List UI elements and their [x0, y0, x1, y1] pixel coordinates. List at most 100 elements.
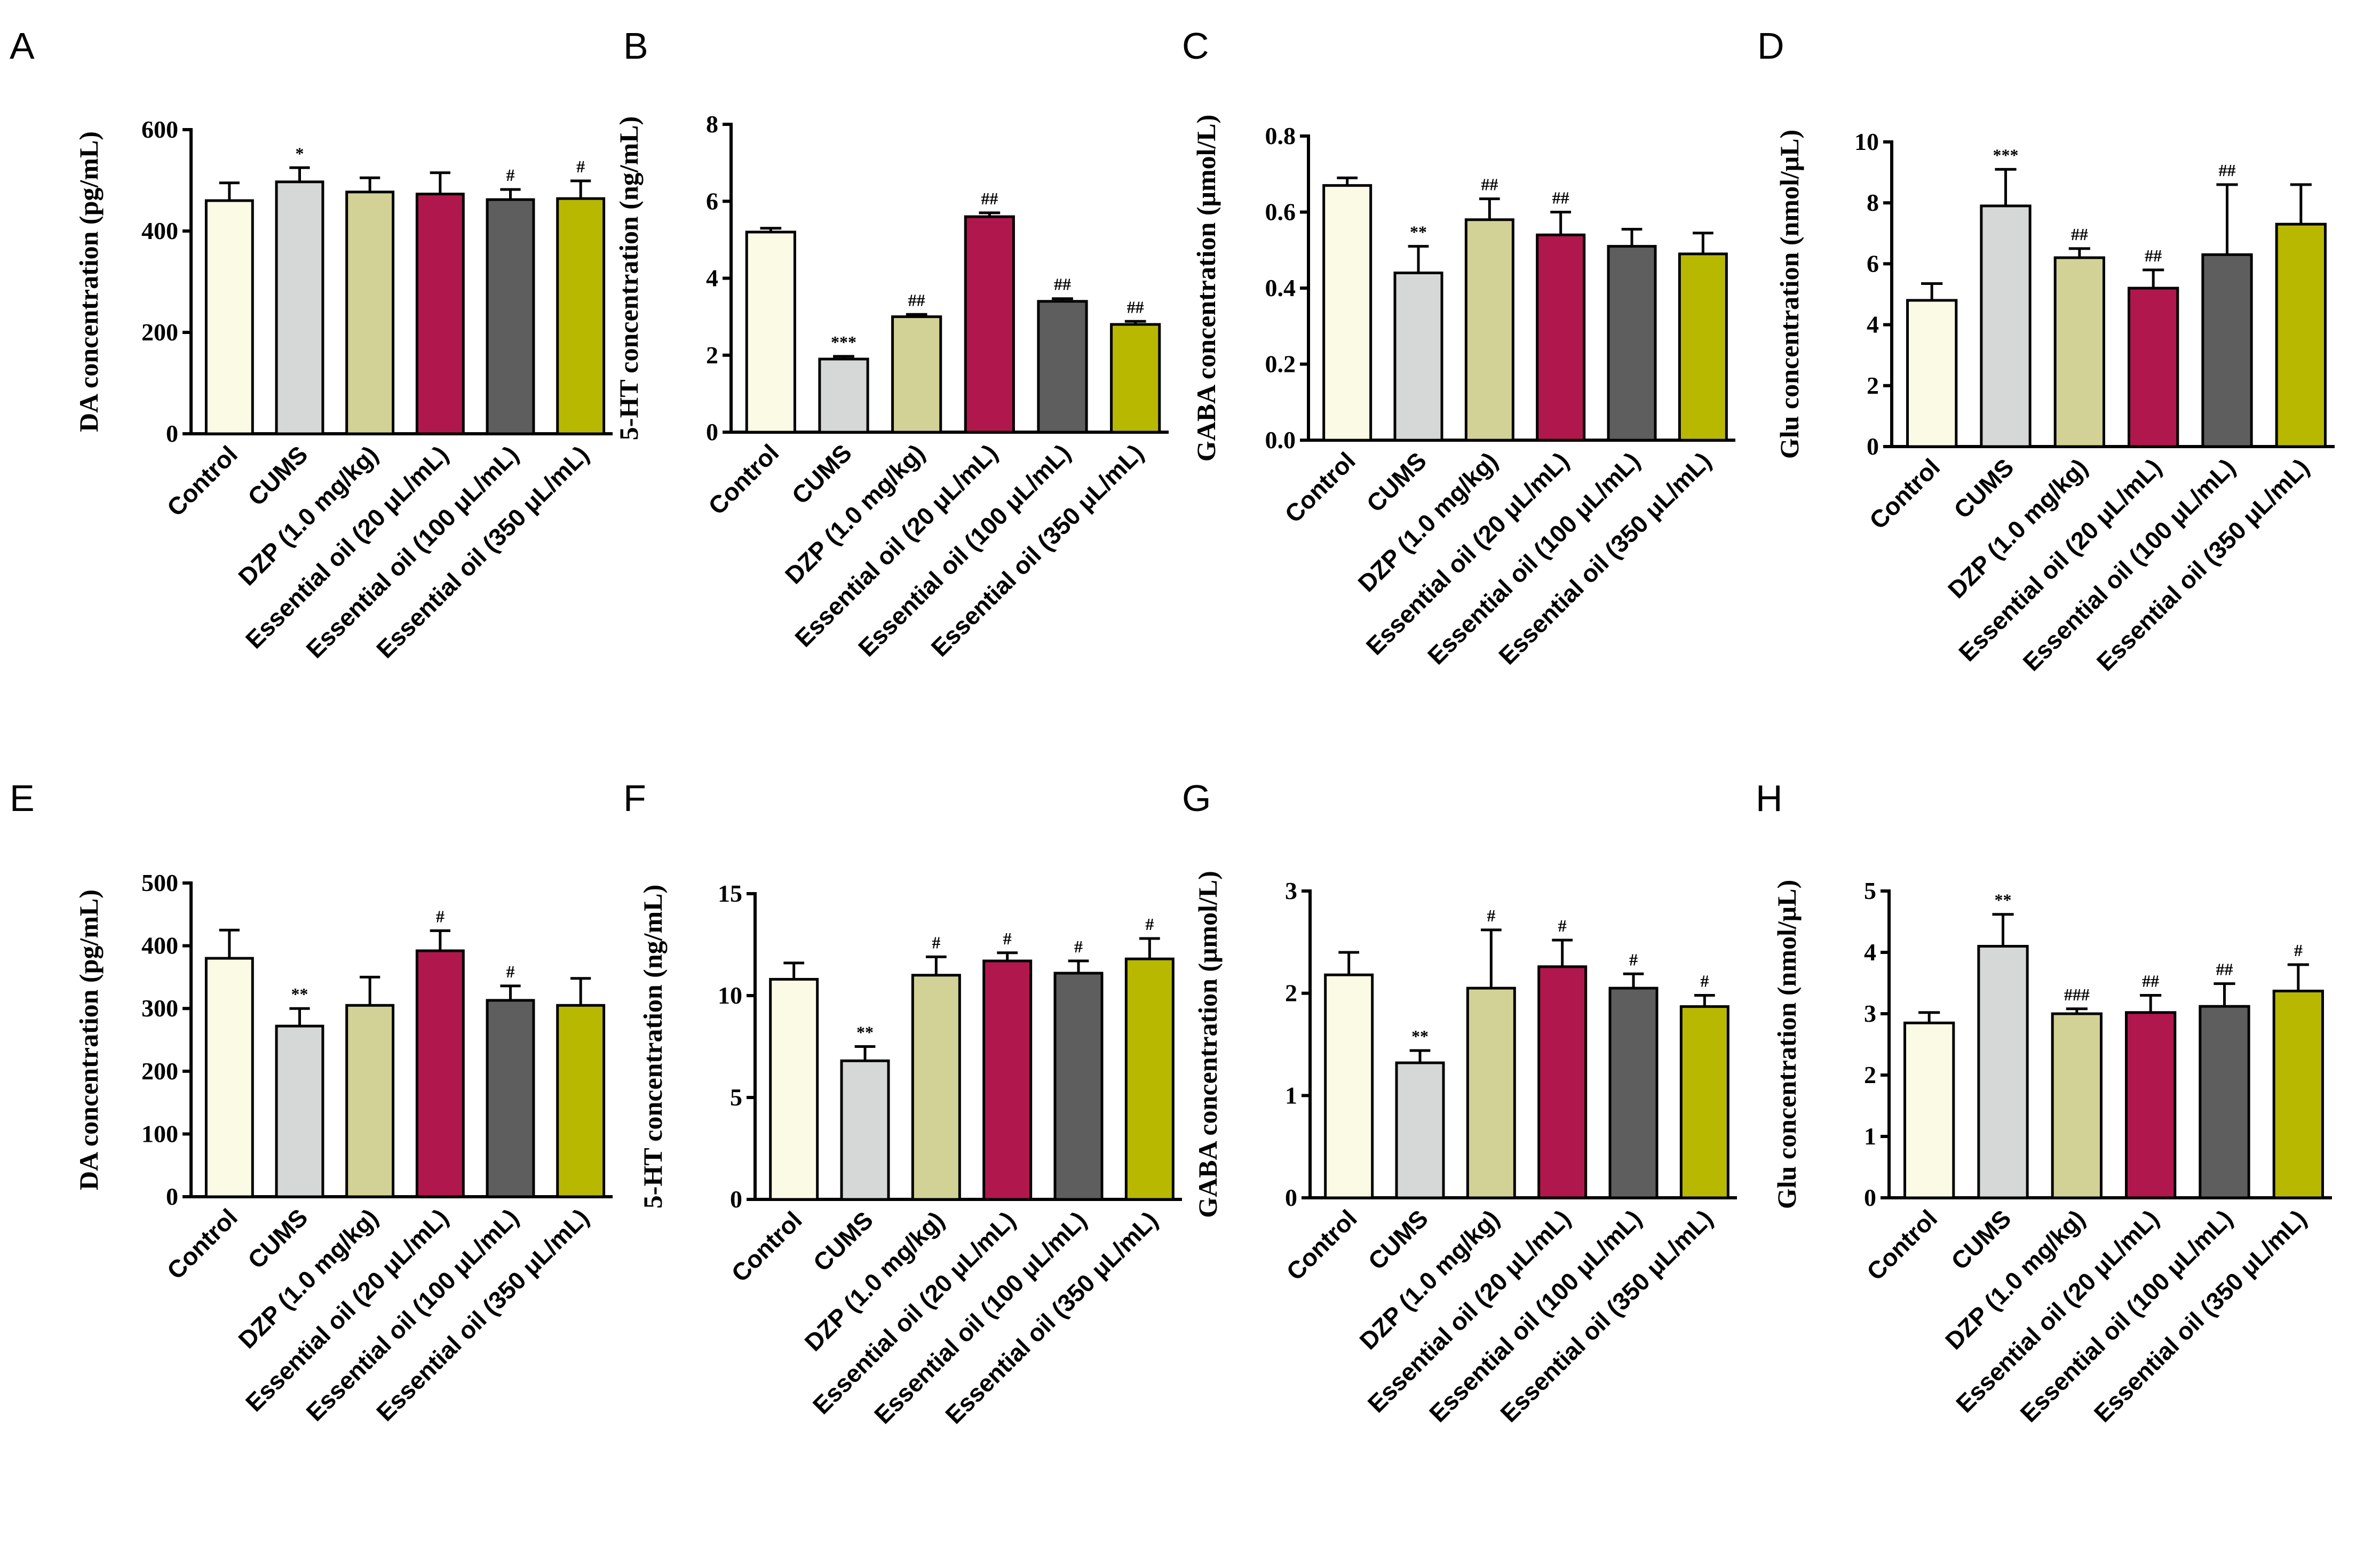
y-tick-label: 200: [141, 1057, 178, 1085]
panel-letter: D: [1757, 25, 1784, 67]
significance-marker: #: [2294, 941, 2303, 960]
significance-marker: #: [436, 906, 445, 926]
y-axis-label: Glu concentration (nmol/μL): [1772, 880, 1802, 1209]
y-tick-label: 4: [706, 265, 718, 292]
bar: [345, 190, 395, 435]
y-tick-label: 0.4: [1265, 274, 1296, 301]
panel-c: C GABA concentration (μmol/L) 0.0 0.2 0.4 0.6…: [1182, 25, 1735, 670]
significance-marker: **: [856, 1023, 874, 1042]
bar: [275, 180, 324, 435]
bar: [745, 230, 796, 434]
y-tick-label: 8: [1867, 189, 1879, 216]
significance-marker: **: [1410, 222, 1427, 242]
bar: [818, 357, 869, 434]
panel-letter: G: [1182, 777, 1211, 819]
y-tick-label: 2: [706, 341, 718, 369]
y-tick-label: 0: [706, 418, 718, 446]
bar: [345, 1004, 395, 1198]
y-tick-label: 10: [718, 982, 742, 1009]
significance-marker: #: [1629, 950, 1638, 969]
x-tick-label: CUMS: [787, 439, 858, 510]
x-tick-label: Control: [1281, 1204, 1362, 1285]
x-tick-label: Control: [162, 440, 243, 521]
significance-marker: ##: [908, 290, 925, 309]
bar: [275, 1024, 324, 1198]
bar: [1679, 1005, 1730, 1199]
significance-marker: #: [506, 165, 515, 185]
x-tick-label: DZP (1.0 mg/kg): [1942, 453, 2093, 603]
bar: [1537, 965, 1588, 1199]
y-tick-label: 300: [141, 995, 178, 1022]
significance-marker: **: [1411, 1027, 1429, 1046]
bar: [1464, 218, 1514, 442]
x-tick-label: CUMS: [242, 440, 313, 511]
bar: [1037, 300, 1088, 434]
y-tick-label: 2: [1285, 980, 1297, 1007]
y-axis-label: GABA concentration (μmol/L): [1191, 115, 1221, 462]
bar: [1393, 272, 1443, 442]
y-tick-label: 0: [166, 420, 178, 447]
y-axis-label: GABA concentration (μmol/L): [1193, 871, 1223, 1218]
bar: [556, 197, 606, 435]
y-tick-label: 6: [1867, 250, 1879, 277]
significance-marker: #: [576, 157, 585, 176]
bar: [486, 999, 535, 1198]
bar: [2051, 1012, 2103, 1199]
x-tick-label: Control: [1864, 453, 1945, 534]
y-axis-label: DA concentration (pg/mL): [74, 131, 104, 432]
y-tick-label: 5: [730, 1084, 742, 1111]
significance-marker: *: [296, 144, 304, 163]
significance-marker: ***: [1993, 145, 2019, 164]
significance-marker: #: [1003, 929, 1012, 948]
y-axis-label: 5-HT concentration (ng/mL): [614, 116, 644, 440]
y-tick-label: 1: [1864, 1123, 1876, 1150]
panel-f: F 5-HT concentration (ng/mL) 0 5 10 15 Control…: [623, 777, 1182, 1429]
significance-marker: ##: [2219, 161, 2236, 180]
bar: [840, 1059, 890, 1201]
bar: [204, 199, 254, 435]
x-tick-label: DZP (1.0 mg/kg): [1940, 1204, 2090, 1355]
bar: [911, 974, 961, 1201]
significance-marker: ##: [1481, 175, 1498, 194]
panel-letter: B: [623, 25, 648, 67]
x-tick-label: CUMS: [808, 1206, 879, 1277]
x-tick-label: Control: [1861, 1204, 1942, 1285]
y-tick-label: 2: [1867, 372, 1879, 399]
x-tick-label: CUMS: [1946, 1204, 2017, 1275]
bar: [1110, 323, 1161, 434]
significance-marker: ##: [2216, 960, 2233, 979]
bar: [556, 1004, 606, 1198]
y-tick-label: 15: [718, 880, 742, 907]
significance-marker: ##: [1552, 188, 1569, 208]
bar: [1977, 945, 2029, 1199]
y-tick-label: 0.0: [1265, 426, 1296, 454]
y-tick-label: 100: [141, 1120, 178, 1147]
significance-marker: ##: [2142, 972, 2159, 991]
x-tick-label: Control: [726, 1206, 807, 1287]
significance-marker: #: [932, 933, 940, 952]
y-tick-label: 0.2: [1265, 351, 1296, 378]
bar: [2125, 1011, 2177, 1199]
y-tick-label: 0: [1285, 1184, 1297, 1211]
bar: [1466, 987, 1516, 1199]
y-tick-label: 0: [1867, 433, 1879, 460]
panel-letter: C: [1182, 25, 1209, 67]
panel-h: H Glu concentration (nmol/μL) 0 1 2 3 4 5 Contro…: [1756, 777, 2332, 1427]
y-tick-label: 0: [166, 1183, 178, 1210]
bar: [486, 198, 535, 435]
x-tick-label: Control: [1279, 447, 1360, 528]
y-tick-label: 3: [1864, 1000, 1876, 1027]
y-axis-label: Glu concentration (nmol/μL): [1774, 130, 1804, 459]
bar: [2275, 222, 2327, 448]
panel-e: E DA concentration (pg/mL) 0 100 200 300 400 50…: [10, 777, 613, 1426]
significance-marker: #: [1700, 972, 1709, 991]
bar: [2201, 253, 2253, 448]
bar: [2128, 287, 2179, 448]
bar: [1607, 245, 1657, 442]
y-tick-label: 400: [141, 217, 178, 244]
bar: [1678, 252, 1728, 442]
panel-letter: E: [10, 777, 35, 819]
significance-marker: ##: [1054, 275, 1071, 294]
bar: [2199, 1005, 2250, 1199]
